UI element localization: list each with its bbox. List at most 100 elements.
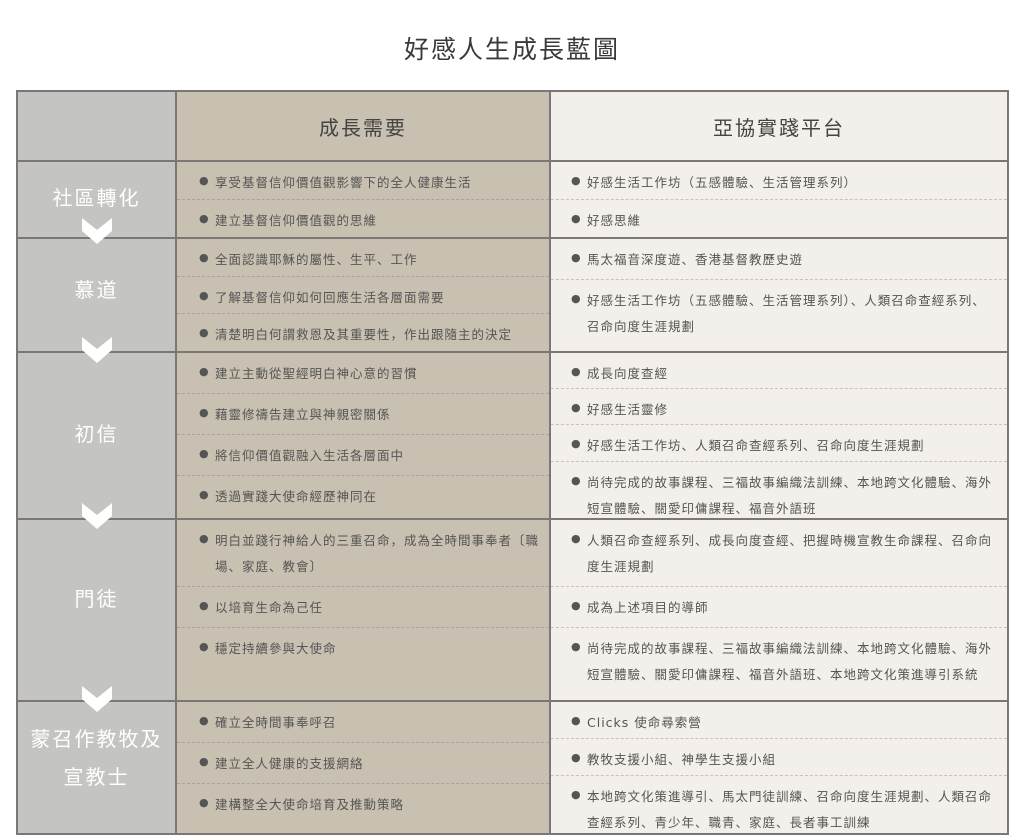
need-item: ● 穩定持續參與大使命 [177, 628, 549, 700]
stage-cell: 慕道 [18, 239, 175, 363]
need-item: ● 建構整全大使命培育及推動策略 [177, 784, 549, 833]
bullet-icon: ● [571, 473, 582, 487]
need-item-text: 明白並踐行神給人的三重召命，成為全時間事奉者〔職場、家庭、教會〕 [215, 533, 540, 574]
growth-blueprint-table: 成長需要 亞協實踐平台 社區轉化 ● 享受基督信仰價值觀影響下的全人健康生活 ● 建立基… [16, 90, 1009, 835]
platform-item-text: Clicks 使命尋索營 [587, 715, 702, 730]
platforms-list: ● 人類召命查經系列、成長向度查經、把握時機宣教生命課程、召命向度生涯規劃 ● 成為上… [551, 520, 1007, 700]
need-item: ● 了解基督信仰如何回應生活各層面需要 [177, 277, 549, 315]
need-item-text: 透過實踐大使命經歷神同在 [215, 489, 378, 504]
platform-item: ● 好感生活靈修 [551, 389, 1007, 426]
header-platforms: 亞協實踐平台 [551, 92, 1007, 160]
platform-item-text: 成長向度查經 [587, 366, 669, 381]
need-item-text: 了解基督信仰如何回應生活各層面需要 [215, 289, 445, 305]
bullet-icon: ● [571, 640, 582, 653]
platform-item: ● 成長向度查經 [551, 353, 1007, 390]
bullet-icon: ● [571, 532, 582, 545]
need-item-text: 全面認識耶穌的屬性、生平、工作 [215, 252, 418, 267]
need-item-text: 享受基督信仰價值觀影響下的全人健康生活 [215, 175, 472, 190]
platform-item: ● 馬太福音深度遊、香港基督教歷史遊 [551, 239, 1007, 280]
platform-item: ● 成為上述項目的導師 [551, 587, 1007, 628]
platform-item: ● 好感生活工作坊（五感體驗、生活管理系列）、人類召命查經系列、召命向度生涯規劃 [551, 280, 1007, 351]
stage-cell: 門徒 [18, 520, 175, 712]
platform-item: ● 教牧支援小組、神學生支援小組 [551, 739, 1007, 776]
platform-item: ● 人類召命查經系列、成長向度查經、把握時機宣教生命課程、召命向度生涯規劃 [551, 520, 1007, 587]
bullet-icon: ● [571, 599, 582, 612]
need-item: ● 全面認識耶穌的屬性、生平、工作 [177, 239, 549, 277]
bullet-icon: ● [571, 292, 582, 305]
bullet-icon: ● [199, 599, 210, 612]
platform-item: ● 尚待完成的故事課程、三福故事編織法訓練、本地跨文化體驗、海外短宣體驗、關愛印傭… [551, 628, 1007, 700]
bullet-icon: ● [199, 406, 210, 419]
bullet-icon: ● [199, 714, 210, 727]
need-item: ● 建立全人健康的支援網絡 [177, 743, 549, 784]
stage-label: 社區轉化 [52, 186, 141, 210]
stage-cell: 初信 [18, 353, 175, 529]
platform-item-text: 尚待完成的故事課程、三福故事編織法訓練、本地跨文化體驗、海外短宣體驗、關愛印傭課… [587, 474, 993, 516]
need-item: ● 以培育生命為己任 [177, 587, 549, 628]
stage-cell: 社區轉化 [18, 162, 175, 244]
platform-item-text: 好感思維 [587, 213, 642, 228]
platform-item-text: 好感生活工作坊（五感體驗、生活管理系列） [587, 175, 858, 190]
needs-list: ● 全面認識耶穌的屬性、生平、工作 ● 了解基督信仰如何回應生活各層面需要 ● 清楚明白何… [177, 239, 549, 351]
platform-item-text: 尚待完成的故事課程、三福故事編織法訓練、本地跨文化體驗、海外短宣體驗、關愛印傭課… [587, 641, 993, 682]
need-item-text: 確立全時間事奉呼召 [215, 715, 337, 730]
need-item-text: 建立基督信仰價值觀的思維 [215, 213, 378, 228]
platforms-list: ● 成長向度查經 ● 好感生活靈修 ● 好感生活工作坊、人類召命查經系列、召命向度生涯規劃… [551, 353, 1007, 518]
platform-item: ● 好感生活工作坊、人類召命查經系列、召命向度生涯規劃 [551, 425, 1007, 462]
bullet-icon: ● [571, 714, 582, 727]
bullet-icon: ● [199, 532, 210, 545]
bullet-icon: ● [571, 365, 582, 378]
platform-item: ● 好感生活工作坊（五感體驗、生活管理系列） [551, 162, 1007, 200]
bullet-icon: ● [199, 640, 210, 653]
need-item-text: 將信仰價值觀融入生活各層面中 [215, 448, 405, 463]
need-item-text: 穩定持續參與大使命 [215, 641, 337, 656]
platform-item-text: 好感生活工作坊、人類召命查經系列、召命向度生涯規劃 [587, 438, 925, 454]
platforms-list: ● 馬太福音深度遊、香港基督教歷史遊 ● 好感生活工作坊（五感體驗、生活管理系列）、人… [551, 239, 1007, 351]
page-title: 好感人生成長藍圖 [403, 35, 620, 64]
header-stage [18, 92, 175, 160]
platform-item-text: 好感生活靈修 [587, 402, 669, 418]
platform-item: ● 尚待完成的故事課程、三福故事編織法訓練、本地跨文化體驗、海外短宣體驗、關愛印傭… [551, 462, 1007, 518]
bullet-icon: ● [199, 488, 210, 501]
platform-item: ● 本地跨文化策進導引、馬太門徒訓練、召命向度生涯規劃、人類召命查經系列、青少年、… [551, 776, 1007, 834]
need-item: ● 藉靈修禱告建立與神親密關係 [177, 394, 549, 435]
platform-item-text: 本地跨文化策進導引、馬太門徒訓練、召命向度生涯規劃、人類召命查經系列、青少年、職… [587, 788, 993, 830]
need-item-text: 清楚明白何謂救恩及其重要性，作出跟隨主的決定 [215, 327, 513, 343]
bullet-icon: ● [571, 251, 582, 264]
need-item-text: 藉靈修禱告建立與神親密關係 [215, 407, 391, 422]
platform-item-text: 好感生活工作坊（五感體驗、生活管理系列）、人類召命查經系列、召命向度生涯規劃 [587, 293, 986, 334]
platform-item: ● 好感思維 [551, 200, 1007, 237]
header-growth-needs: 成長需要 [177, 92, 549, 160]
need-item: ● 透過實踐大使命經歷神同在 [177, 476, 549, 518]
bullet-icon: ● [571, 437, 582, 451]
bullet-icon: ● [199, 251, 210, 264]
chevron-down-icon [81, 337, 112, 363]
bullet-icon: ● [199, 174, 210, 187]
bullet-icon: ● [571, 787, 582, 801]
platform-item-text: 馬太福音深度遊、香港基督教歷史遊 [587, 252, 804, 267]
need-item: ● 享受基督信仰價值觀影響下的全人健康生活 [177, 162, 549, 200]
platform-item-text: 人類召命查經系列、成長向度查經、把握時機宣教生命課程、召命向度生涯規劃 [587, 533, 993, 574]
need-item-text: 建立主動從聖經明白神心意的習慣 [215, 366, 418, 381]
bullet-icon: ● [199, 755, 210, 768]
stage-label: 門徒 [74, 587, 119, 611]
bullet-icon: ● [199, 288, 210, 302]
chevron-down-icon [81, 218, 112, 244]
platform-item: ● Clicks 使命尋索營 [551, 702, 1007, 739]
need-item: ● 建立基督信仰價值觀的思維 [177, 200, 549, 237]
needs-list: ● 享受基督信仰價值觀影響下的全人健康生活 ● 建立基督信仰價值觀的思維 [177, 162, 549, 237]
bullet-icon: ● [571, 212, 582, 225]
stage-cell: 蒙召作教牧及宣教士 [18, 702, 175, 833]
chevron-down-icon [81, 686, 112, 712]
need-item: ● 建立主動從聖經明白神心意的習慣 [177, 353, 549, 394]
need-item-text: 建構整全大使命培育及推動策略 [215, 797, 405, 812]
bullet-icon: ● [571, 401, 582, 415]
chevron-down-icon [81, 503, 112, 529]
platforms-list: ● 好感生活工作坊（五感體驗、生活管理系列） ● 好感思維 [551, 162, 1007, 237]
need-item-text: 以培育生命為己任 [215, 600, 324, 615]
stage-label: 慕道 [74, 278, 119, 302]
bullet-icon: ● [199, 447, 210, 460]
need-item: ● 將信仰價值觀融入生活各層面中 [177, 435, 549, 476]
needs-list: ● 確立全時間事奉呼召 ● 建立全人健康的支援網絡 ● 建構整全大使命培育及推動策略 [177, 702, 549, 833]
need-item: ● 明白並踐行神給人的三重召命，成為全時間事奉者〔職場、家庭、教會〕 [177, 520, 549, 587]
